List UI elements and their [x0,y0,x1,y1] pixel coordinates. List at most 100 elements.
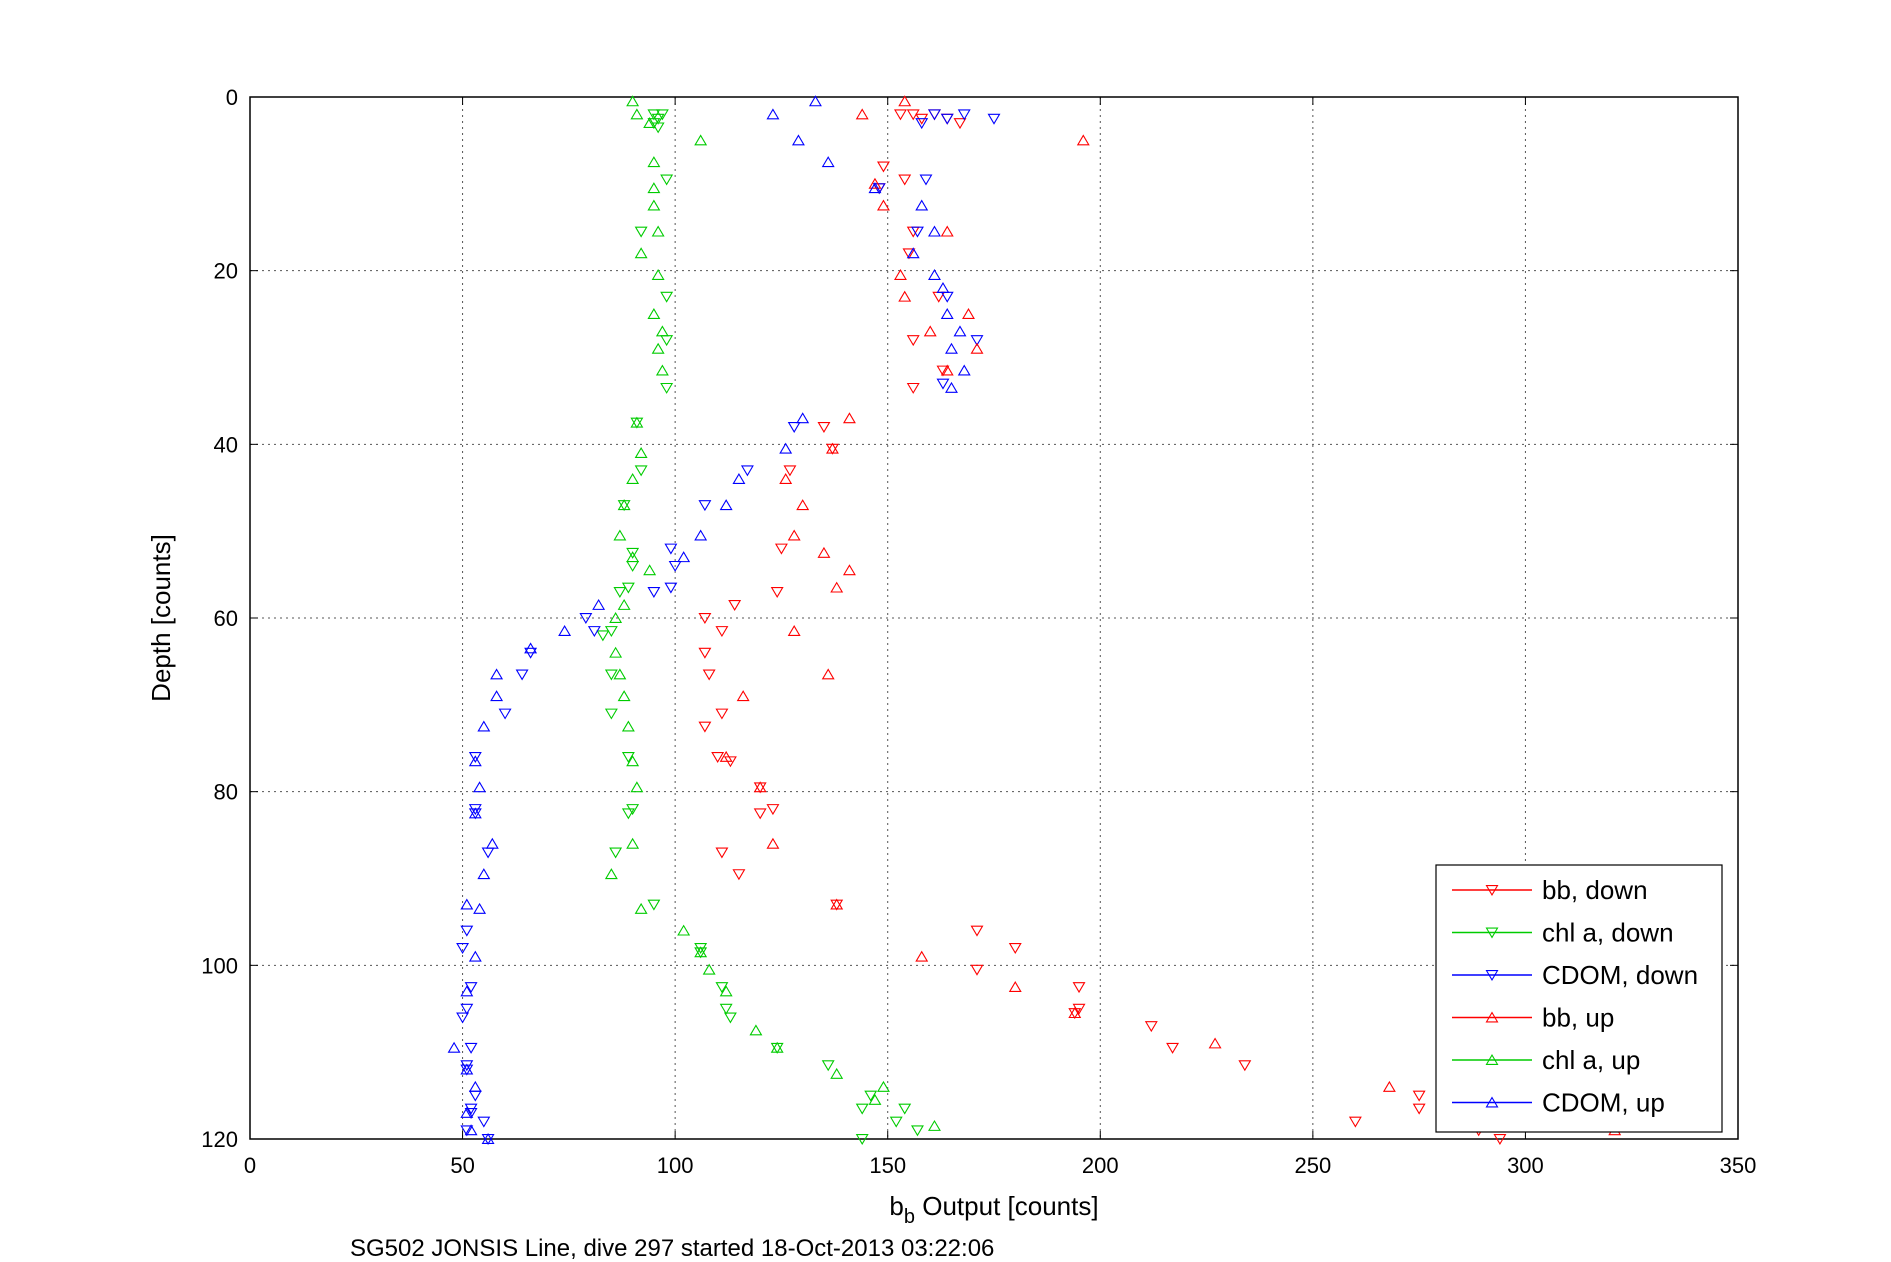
legend-marker [1485,1053,1499,1065]
data-point [753,781,767,793]
data-point [1412,1103,1426,1115]
data-point [609,646,623,658]
series-2 [456,109,1001,1146]
data-point [868,1093,882,1105]
x-axis-label-rest: Output [counts] [915,1191,1099,1221]
data-point [796,412,810,424]
legend-label: chl a, down [1542,918,1674,948]
data-point [660,174,674,186]
data-point [694,529,708,541]
data-point [515,669,529,681]
data-point [626,837,640,849]
data-point [842,564,856,576]
y-tick-label: 80 [214,780,238,805]
data-point [626,755,640,767]
data-point [473,902,487,914]
series-3 [719,95,1622,1136]
data-point [468,755,482,767]
data-point [604,708,618,720]
legend-marker [1485,1011,1499,1023]
data-point [915,118,929,130]
data-point [694,134,708,146]
data-point [732,869,746,881]
data-point [621,751,635,763]
y-tick-label: 100 [201,953,238,978]
x-axis-label: bb Output [counts] [889,1191,1098,1228]
data-point [915,199,929,211]
legend-entry: chl a, down [1452,918,1674,948]
data-point [609,847,623,859]
data-point [460,925,474,937]
data-point [821,156,835,168]
data-point [468,950,482,962]
data-point [490,668,504,680]
data-point [928,1119,941,1131]
legend-label: CDOM, up [1542,1088,1665,1118]
data-point [664,582,678,594]
data-point [447,1041,461,1053]
data-point [821,668,835,680]
data-point [1072,982,1086,994]
data-point [783,465,797,477]
data-point [524,642,538,654]
data-point [770,586,784,598]
data-point [651,268,665,280]
data-point [957,109,971,121]
data-point [855,108,869,120]
data-point [906,247,920,259]
data-point [719,985,733,997]
data-point [592,598,606,610]
data-point [817,422,831,434]
data-point [1008,981,1022,992]
data-point [970,964,984,976]
data-point [723,1012,737,1024]
data-point [477,720,491,732]
legend-entry: CDOM, down [1452,960,1698,990]
data-point [655,364,669,376]
data-point [1348,1116,1362,1128]
legend: bb, down chl a, down CDOM, down bb, up chl a… [1435,864,1723,1133]
data-point [817,546,831,558]
data-point [719,1003,733,1015]
data-point [749,1024,763,1036]
data-point [477,868,491,880]
y-tick-label: 120 [201,1127,238,1152]
data-point [613,586,627,598]
data-point [558,624,572,636]
data-point [736,690,750,702]
data-point [842,412,856,424]
data-point [664,543,678,555]
legend-label: CDOM, down [1542,960,1698,990]
data-point [940,308,954,320]
data-point [617,690,631,702]
data-point [953,118,967,130]
data-point [668,560,682,572]
data-point [460,1106,474,1118]
data-point [902,248,916,260]
legend-entry: CDOM, up [1452,1088,1665,1118]
data-point [485,837,499,849]
data-point [936,365,950,377]
data-point [634,902,648,914]
data-point [477,1116,491,1128]
legend-label: chl a, up [1542,1045,1640,1075]
data-point [694,946,708,958]
data-point [617,598,631,610]
data-point [715,847,729,859]
data-point [715,708,729,720]
data-point [613,668,627,680]
data-point [787,529,801,541]
data-point [456,943,470,955]
x-axis-label-subscript: b [904,1206,915,1228]
grid-lines [250,97,1738,1139]
data-point [868,177,882,189]
data-point [460,898,474,910]
data-point [787,624,801,636]
axis-ticks: 0 50 100 150 200 250 300 350 0 20 40 60 80 100 120 [201,85,1756,1178]
data-point [889,1116,903,1128]
data-point [481,1132,495,1144]
data-point [830,1067,844,1079]
series-5 [447,95,971,1144]
data-point [962,308,975,320]
